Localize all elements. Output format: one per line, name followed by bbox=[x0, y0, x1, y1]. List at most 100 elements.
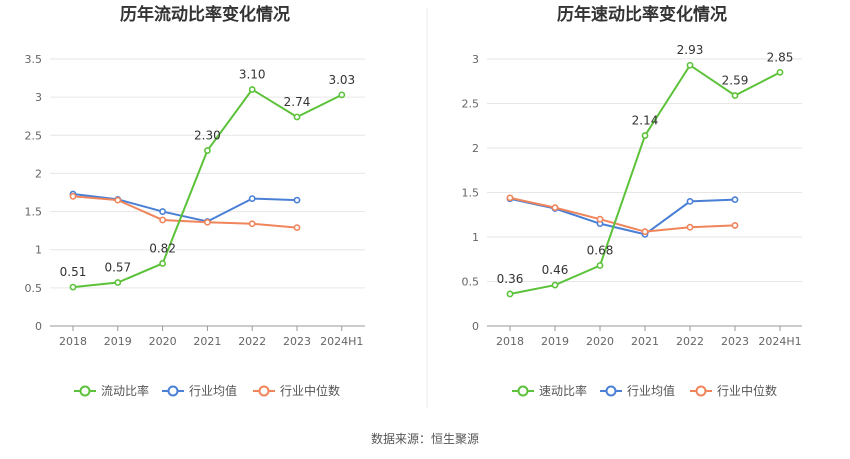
industry-median-point bbox=[114, 196, 122, 204]
legend-item-industry-average[interactable]: 行业均值 bbox=[162, 383, 237, 398]
main-ratio-point bbox=[686, 61, 694, 69]
x-tick-label: 2022 bbox=[676, 335, 704, 348]
legend-label: 行业均值 bbox=[627, 383, 675, 398]
x-tick-label: 2024H1 bbox=[758, 335, 801, 348]
y-tick-label: 1 bbox=[35, 244, 42, 257]
industry-median-point bbox=[686, 223, 694, 231]
main-ratio-line bbox=[509, 63, 781, 295]
data-label: 2.59 bbox=[722, 73, 749, 87]
industry-median-point bbox=[203, 218, 211, 226]
y-tick-label: 3 bbox=[472, 53, 479, 66]
main-ratio-point bbox=[641, 132, 649, 139]
industry-average-point bbox=[248, 195, 256, 203]
data-label: 0.57 bbox=[104, 261, 131, 275]
legend-swatch-marker bbox=[79, 385, 91, 397]
legend-label: 行业均值 bbox=[189, 383, 237, 398]
main-ratio-point bbox=[731, 92, 739, 99]
legend-label: 行业中位数 bbox=[280, 383, 340, 398]
industry-average-point bbox=[293, 196, 301, 204]
data-label: 2.30 bbox=[194, 129, 221, 143]
industry-average-point bbox=[686, 197, 694, 205]
x-tick-label: 2021 bbox=[193, 335, 221, 348]
legend-swatch-marker bbox=[695, 385, 707, 397]
industry-median-point bbox=[596, 215, 604, 223]
data-label: 2.74 bbox=[284, 95, 311, 109]
data-label: 0.82 bbox=[149, 241, 176, 255]
main-ratio-point bbox=[506, 290, 514, 298]
y-tick-label: 2.5 bbox=[462, 98, 480, 111]
main-ratio-point bbox=[551, 281, 559, 289]
y-tick-label: 2 bbox=[472, 142, 479, 155]
y-tick-label: 3 bbox=[35, 91, 42, 104]
industry-average-point bbox=[159, 208, 166, 215]
main-ratio-point bbox=[248, 86, 256, 93]
data-label: 2.93 bbox=[677, 43, 704, 57]
legend-item-industry-average[interactable]: 行业均值 bbox=[600, 383, 675, 398]
legend-item-main-ratio[interactable]: 速动比率 bbox=[512, 383, 587, 398]
y-tick-label: 1 bbox=[472, 231, 479, 244]
x-tick-label: 2021 bbox=[631, 335, 659, 348]
quick-ratio-chart: 历年速动比率变化情况 0 0.5 1 1.5 2 2.5 3 2018 2019 2020 2021 2… bbox=[462, 4, 802, 398]
legend-item-industry-median[interactable]: 行业中位数 bbox=[690, 383, 777, 398]
main-ratio-point bbox=[776, 68, 784, 76]
industry-median-line bbox=[72, 195, 298, 229]
y-tick-label: 1.5 bbox=[462, 187, 480, 200]
data-label: 2.14 bbox=[632, 114, 659, 128]
industry-average-line bbox=[72, 193, 298, 223]
x-tick-label: 2020 bbox=[586, 335, 614, 348]
x-tick-label: 2023 bbox=[283, 335, 311, 348]
legend-item-main-ratio[interactable]: 流动比率 bbox=[74, 383, 149, 398]
main-ratio-point bbox=[338, 91, 346, 99]
main-ratio-point bbox=[203, 147, 211, 154]
y-tick-label: 0 bbox=[472, 320, 479, 333]
x-tick-label: 2018 bbox=[496, 335, 524, 348]
data-source-note: 数据来源：恒生聚源 bbox=[371, 431, 479, 446]
industry-median-point bbox=[731, 222, 739, 229]
main-ratio-point bbox=[159, 260, 166, 267]
industry-median-point bbox=[69, 192, 77, 200]
main-ratio-point bbox=[293, 113, 301, 121]
data-label: 3.10 bbox=[239, 68, 266, 82]
data-label: 2.85 bbox=[767, 50, 794, 64]
industry-average-line bbox=[509, 197, 736, 236]
data-label: 0.46 bbox=[542, 263, 569, 277]
y-tick-label: 0.5 bbox=[25, 282, 43, 295]
data-label: 0.68 bbox=[587, 243, 614, 257]
legend-swatch-marker bbox=[167, 385, 179, 397]
industry-average-point bbox=[731, 196, 739, 204]
industry-median-point bbox=[293, 224, 301, 231]
x-tick-label: 2018 bbox=[59, 335, 87, 348]
industry-median-point bbox=[506, 194, 514, 202]
main-ratio-point bbox=[69, 283, 77, 291]
legend-item-industry-median[interactable]: 行业中位数 bbox=[253, 383, 340, 398]
industry-median-point bbox=[641, 228, 649, 236]
industry-median-point bbox=[248, 220, 256, 228]
main-ratio-point bbox=[596, 262, 604, 269]
y-tick-label: 0.5 bbox=[462, 276, 480, 289]
chart-title: 历年速动比率变化情况 bbox=[557, 4, 727, 25]
legend-swatch-marker bbox=[517, 385, 529, 397]
industry-median-point bbox=[551, 204, 559, 212]
data-label: 0.51 bbox=[60, 265, 87, 279]
data-label: 0.36 bbox=[497, 272, 524, 286]
legend-label: 速动比率 bbox=[539, 383, 587, 398]
x-tick-label: 2020 bbox=[149, 335, 177, 348]
y-tick-label: 2.5 bbox=[25, 129, 43, 142]
x-tick-label: 2024H1 bbox=[320, 335, 363, 348]
legend-swatch-marker bbox=[258, 385, 270, 397]
chart-title: 历年流动比率变化情况 bbox=[120, 4, 290, 25]
industry-median-point bbox=[159, 216, 166, 224]
y-tick-label: 2 bbox=[35, 167, 42, 180]
legend-swatch-marker bbox=[605, 385, 617, 397]
x-tick-label: 2022 bbox=[238, 335, 266, 348]
x-tick-label: 2023 bbox=[721, 335, 749, 348]
y-tick-label: 3.5 bbox=[25, 53, 43, 66]
data-label: 3.03 bbox=[328, 73, 355, 87]
legend-label: 行业中位数 bbox=[717, 383, 777, 398]
main-ratio-point bbox=[114, 279, 122, 286]
industry-median-line bbox=[509, 196, 736, 233]
y-tick-label: 1.5 bbox=[25, 206, 43, 219]
x-tick-label: 2019 bbox=[104, 335, 132, 348]
